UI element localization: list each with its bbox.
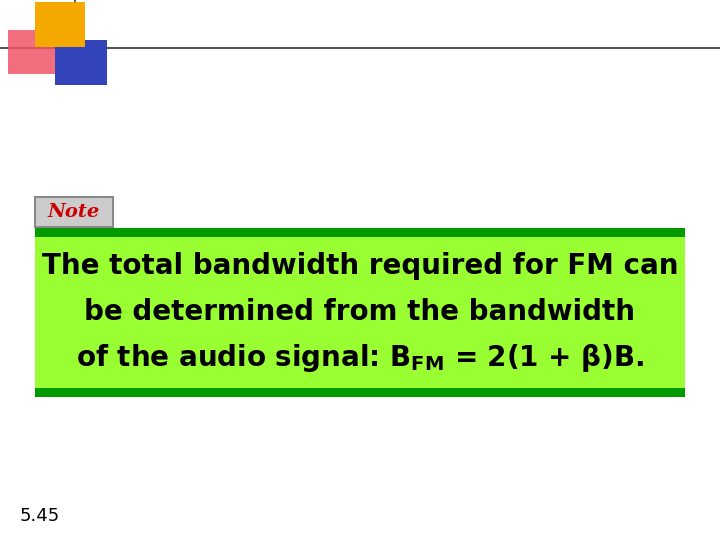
FancyBboxPatch shape: [35, 197, 113, 227]
Bar: [35, 228, 685, 237]
Bar: [35, 388, 685, 397]
Bar: [35, 2, 85, 47]
Text: Note: Note: [48, 203, 100, 221]
Bar: [35, 237, 685, 388]
Text: The total bandwidth required for FM can: The total bandwidth required for FM can: [42, 253, 678, 280]
Text: be determined from the bandwidth: be determined from the bandwidth: [84, 299, 636, 327]
Text: of the audio signal: $\mathbf{B_{FM}}$ = 2(1 + $\mathbf{\beta}$)B.: of the audio signal: $\mathbf{B_{FM}}$ =…: [76, 342, 644, 375]
Bar: [8, 30, 60, 74]
Bar: [55, 40, 107, 85]
Text: 5.45: 5.45: [20, 507, 60, 525]
